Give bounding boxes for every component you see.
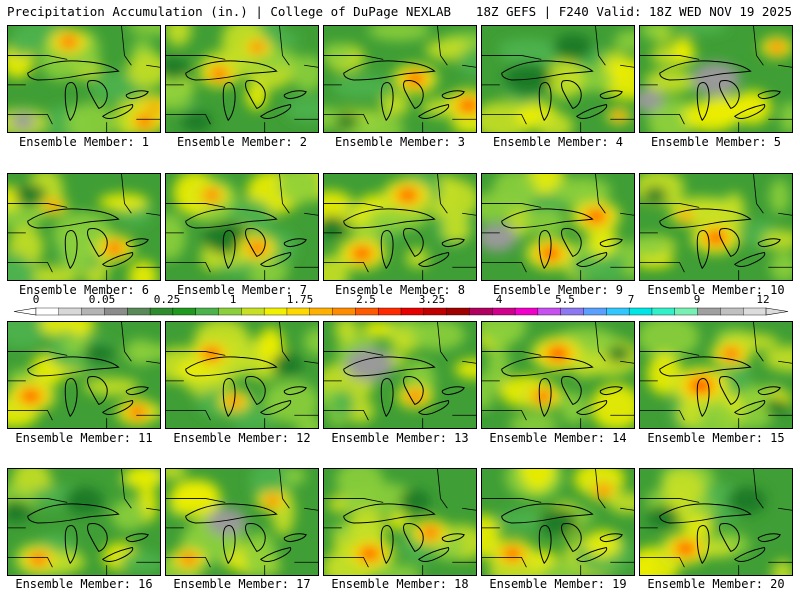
legend-swatch [286,307,311,316]
ensemble-member-label: Ensemble Member: 10 [647,283,785,297]
legend-tick-label: 0.05 [88,293,116,306]
legend-swatch [263,307,288,316]
legend-tick-label: 3.25 [418,293,446,306]
legend-swatch [172,307,197,316]
ensemble-member-label: Ensemble Member: 6 [18,283,150,297]
ensemble-member-map [481,25,635,133]
legend-swatch [514,307,539,316]
legend-tick-label: 12 [756,293,770,306]
ensemble-member-label: Ensemble Member: 12 [173,431,311,445]
ensemble-member-map [639,321,793,429]
legend-swatch [651,307,676,316]
legend-swatch [720,307,744,316]
legend-tick-label: 2.5 [356,293,376,306]
ensemble-member-map [323,173,477,281]
legend-swatch [537,307,562,316]
legend-swatch [560,307,585,316]
ensemble-member-label: Ensemble Member: 7 [176,283,308,297]
legend-swatch [742,307,767,316]
ensemble-member-map [7,468,161,576]
ensemble-member-map [7,321,161,429]
legend-swatch [81,307,105,316]
ensemble-member-label: Ensemble Member: 16 [15,577,153,591]
ensemble-member-map [165,321,319,429]
legend-swatch [400,307,425,316]
legend-colorbar [13,307,789,316]
ensemble-member-map [639,468,793,576]
legend-arrow-high [765,307,789,316]
ensemble-member-map [7,173,161,281]
ensemble-member-label: Ensemble Member: 2 [176,135,308,149]
ensemble-member-label: Ensemble Member: 8 [334,283,466,297]
ensemble-member-label: Ensemble Member: 11 [15,431,153,445]
ensemble-member-map [481,173,635,281]
ensemble-member-label: Ensemble Member: 13 [331,431,469,445]
ensemble-member-label: Ensemble Member: 9 [492,283,624,297]
ensemble-member-label: Ensemble Member: 5 [650,135,782,149]
ensemble-member-map [7,25,161,133]
ensemble-member-label: Ensemble Member: 19 [489,577,627,591]
legend-swatch [58,307,83,316]
legend-swatch [355,307,379,316]
ensemble-member-label: Ensemble Member: 4 [492,135,624,149]
ensemble-member-label: Ensemble Member: 14 [489,431,627,445]
legend-swatch [309,307,334,316]
ensemble-member-map [165,468,319,576]
ensemble-member-label: Ensemble Member: 15 [647,431,785,445]
legend-tick-label: 1 [229,293,237,306]
ensemble-member-label: Ensemble Member: 18 [331,577,469,591]
ensemble-member-map [323,468,477,576]
legend-tick-label: 0.25 [153,293,181,306]
ensemble-member-label: Ensemble Member: 3 [334,135,466,149]
color-legend: 0 0.05 0.25 1 1.75 2.5 3.25 4 5.5 7 9 12 [0,293,800,316]
ensemble-member-map [639,173,793,281]
legend-swatch [377,307,402,316]
map-title: Precipitation Accumulation (in.) | Colle… [7,4,452,19]
ensemble-member-map [165,25,319,133]
legend-tick-label: 0 [32,293,40,306]
legend-tick-label: 5.5 [555,293,575,306]
legend-swatch [423,307,448,316]
legend-tick-label: 4 [495,293,503,306]
legend-swatch [332,307,356,316]
legend-swatch [606,307,630,316]
legend-swatch [583,307,607,316]
legend-tick-label: 9 [693,293,701,306]
legend-arrow-low [13,307,37,316]
legend-swatch [446,307,470,316]
ensemble-member-map [481,321,635,429]
ensemble-member-label: Ensemble Member: 17 [173,577,311,591]
legend-tick-label: 1.75 [286,293,314,306]
ensemble-member-map [481,468,635,576]
legend-swatch [492,307,516,316]
ensemble-member-map [323,321,477,429]
legend-swatch [35,307,60,316]
legend-swatch [697,307,721,316]
legend-tick-label: 7 [627,293,635,306]
ensemble-member-map [165,173,319,281]
legend-swatch [104,307,128,316]
legend-swatch [241,307,265,316]
legend-swatch [628,307,653,316]
legend-swatch [127,307,151,316]
legend-swatch [218,307,242,316]
ensemble-member-label: Ensemble Member: 20 [647,577,785,591]
legend-swatch [149,307,174,316]
ensemble-member-map [639,25,793,133]
ensemble-member-map [323,25,477,133]
legend-swatch [469,307,493,316]
legend-swatch [195,307,220,316]
ensemble-member-label: Ensemble Member: 1 [18,135,150,149]
legend-swatch [674,307,699,316]
valid-time: 18Z GEFS | F240 Valid: 18Z WED NOV 19 20… [475,4,792,19]
